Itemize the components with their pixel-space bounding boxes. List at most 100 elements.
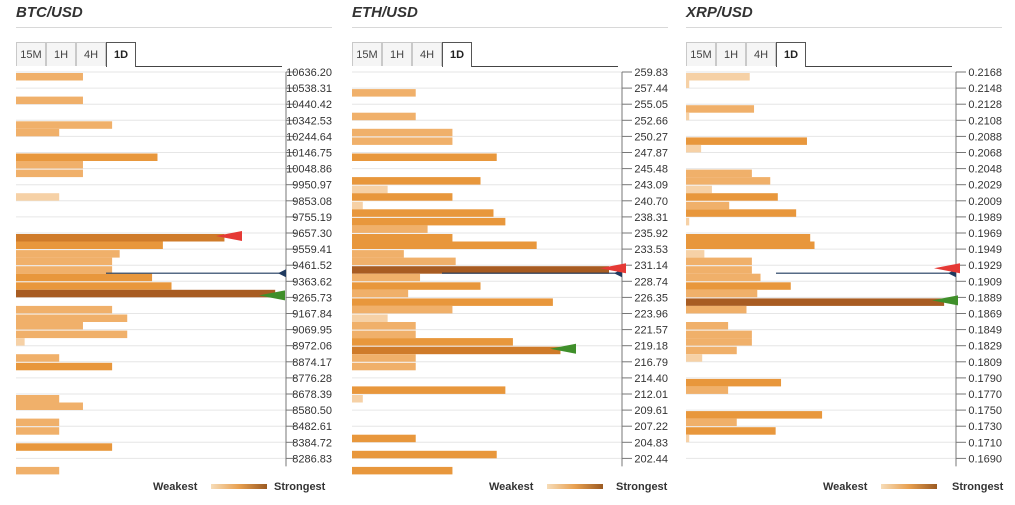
tab-4h[interactable]: 4H [746, 42, 776, 66]
price-tick-label: 235.92 [634, 228, 668, 240]
indicator-bar [16, 466, 60, 475]
indicator-bar [352, 234, 453, 242]
tab-15m[interactable]: 15M [686, 42, 716, 66]
indicator-bar [16, 73, 83, 81]
indicator-bar [686, 298, 945, 306]
tab-1h[interactable]: 1H [716, 42, 746, 66]
price-tick-label: 238.31 [634, 212, 668, 224]
indicator-bar [352, 273, 421, 282]
indicator-bar [352, 209, 494, 217]
indicator-bar [686, 80, 690, 88]
tab-15m[interactable]: 15M [352, 42, 382, 66]
indicator-bar [16, 289, 276, 298]
indicator-bar [352, 322, 416, 330]
indicator-bar [352, 338, 513, 346]
legend-gradient [211, 484, 267, 489]
indicator-bar [686, 217, 690, 226]
support-arrow-icon [259, 290, 285, 301]
price-tick-label: 9265.73 [292, 292, 332, 304]
tab-underline [136, 66, 282, 67]
price-tick-label: 233.53 [634, 244, 668, 256]
legend-weakest-label: Weakest [489, 481, 534, 493]
price-tick-label: 9755.19 [292, 212, 332, 224]
indicator-bar [686, 378, 782, 387]
price-tick-label: 0.1690 [968, 453, 1002, 465]
indicator-bar [16, 121, 113, 129]
price-tick-label: 240.70 [634, 196, 668, 208]
indicator-bar [352, 346, 561, 355]
price-tick-label: 10440.42 [286, 99, 332, 111]
price-tick-label: 10538.31 [286, 83, 332, 95]
indicator-bar [16, 282, 172, 290]
price-tick-label: 10636.20 [286, 67, 332, 79]
panel-title: ETH/USD [352, 4, 418, 21]
indicator-bar [16, 257, 113, 266]
price-tick-label: 231.14 [634, 260, 668, 272]
price-tick-label: 9461.52 [292, 260, 332, 272]
indicator-bar [686, 386, 729, 394]
price-tick-label: 0.1989 [968, 212, 1002, 224]
header-divider [16, 27, 332, 28]
price-tick-label: 0.1770 [968, 389, 1002, 401]
chart-panel-xrp: XRP/USD 15M 1H 4H 1D 0.2168 0.2148 0.2128 0… [686, 0, 1006, 505]
resistance-arrow-icon [934, 263, 960, 274]
indicator-bar [686, 305, 747, 314]
price-tick-label: 8972.06 [292, 341, 332, 353]
price-tick-label: 228.74 [634, 276, 668, 288]
price-tick-label: 0.1809 [968, 357, 1002, 369]
tab-4h[interactable]: 4H [412, 42, 442, 66]
confluence-chart-svg: 0.2168 0.2148 0.2128 0.2108 0.2088 0.2068 0.20… [686, 67, 1002, 467]
indicator-bar [16, 153, 158, 161]
price-tick-label: 0.1730 [968, 421, 1002, 433]
indicator-bar [16, 161, 83, 169]
price-tick-label: 9657.30 [292, 228, 332, 240]
tab-1h[interactable]: 1H [46, 42, 76, 66]
indicator-bar [686, 338, 752, 346]
indicator-bar [352, 395, 363, 403]
indicator-bar [16, 128, 60, 137]
indicator-bar [352, 193, 453, 201]
indicator-bar [352, 314, 388, 322]
tab-1d[interactable]: 1D [106, 42, 136, 67]
tab-1d[interactable]: 1D [442, 42, 472, 67]
indicator-bar [352, 266, 610, 274]
tab-4h[interactable]: 4H [76, 42, 106, 66]
indicator-bar [686, 73, 750, 81]
indicator-bar [352, 201, 363, 210]
indicator-bar [352, 137, 453, 145]
price-tick-label: 0.1969 [968, 228, 1002, 240]
price-tick-label: 9853.08 [292, 196, 332, 208]
tab-15m[interactable]: 15M [16, 42, 46, 66]
indicator-bar [16, 330, 128, 339]
legend-strongest-label: Strongest [274, 481, 326, 493]
price-tick-label: 9363.62 [292, 276, 332, 288]
indicator-bar [16, 266, 113, 274]
confluence-chart-svg: 10636.20 10538.31 10440.42 10342.53 10244.64… [16, 67, 332, 475]
tab-1h[interactable]: 1H [382, 42, 412, 66]
indicator-bar [352, 177, 481, 185]
price-tick-label: 219.18 [634, 341, 668, 353]
price-tick-label: 0.1909 [968, 276, 1002, 288]
legend-strongest-label: Strongest [952, 481, 1004, 493]
price-tick-label: 0.2048 [968, 164, 1002, 176]
indicator-bar [352, 185, 388, 194]
price-tick-label: 0.1869 [968, 309, 1002, 321]
price-tick-label: 221.57 [634, 325, 668, 337]
price-tick-label: 0.1710 [968, 437, 1002, 449]
tab-1d[interactable]: 1D [776, 42, 806, 67]
indicator-bar [16, 322, 83, 330]
indicator-bar [352, 386, 506, 394]
indicator-bar [686, 105, 755, 113]
indicator-bar [16, 418, 60, 427]
price-tick-label: 245.48 [634, 164, 668, 176]
timeframe-tabs: 15M 1H 4H 1D [686, 42, 806, 67]
indicator-bar [686, 411, 823, 419]
indicator-bar [16, 338, 25, 346]
header-divider [352, 27, 668, 28]
price-tick-label: 0.2168 [968, 67, 1002, 79]
price-tick-label: 10342.53 [286, 115, 332, 127]
price-tick-label: 207.22 [634, 421, 668, 433]
price-tick-label: 0.1829 [968, 341, 1002, 353]
price-tick-label: 0.1949 [968, 244, 1002, 256]
price-tick-label: 247.87 [634, 148, 668, 160]
